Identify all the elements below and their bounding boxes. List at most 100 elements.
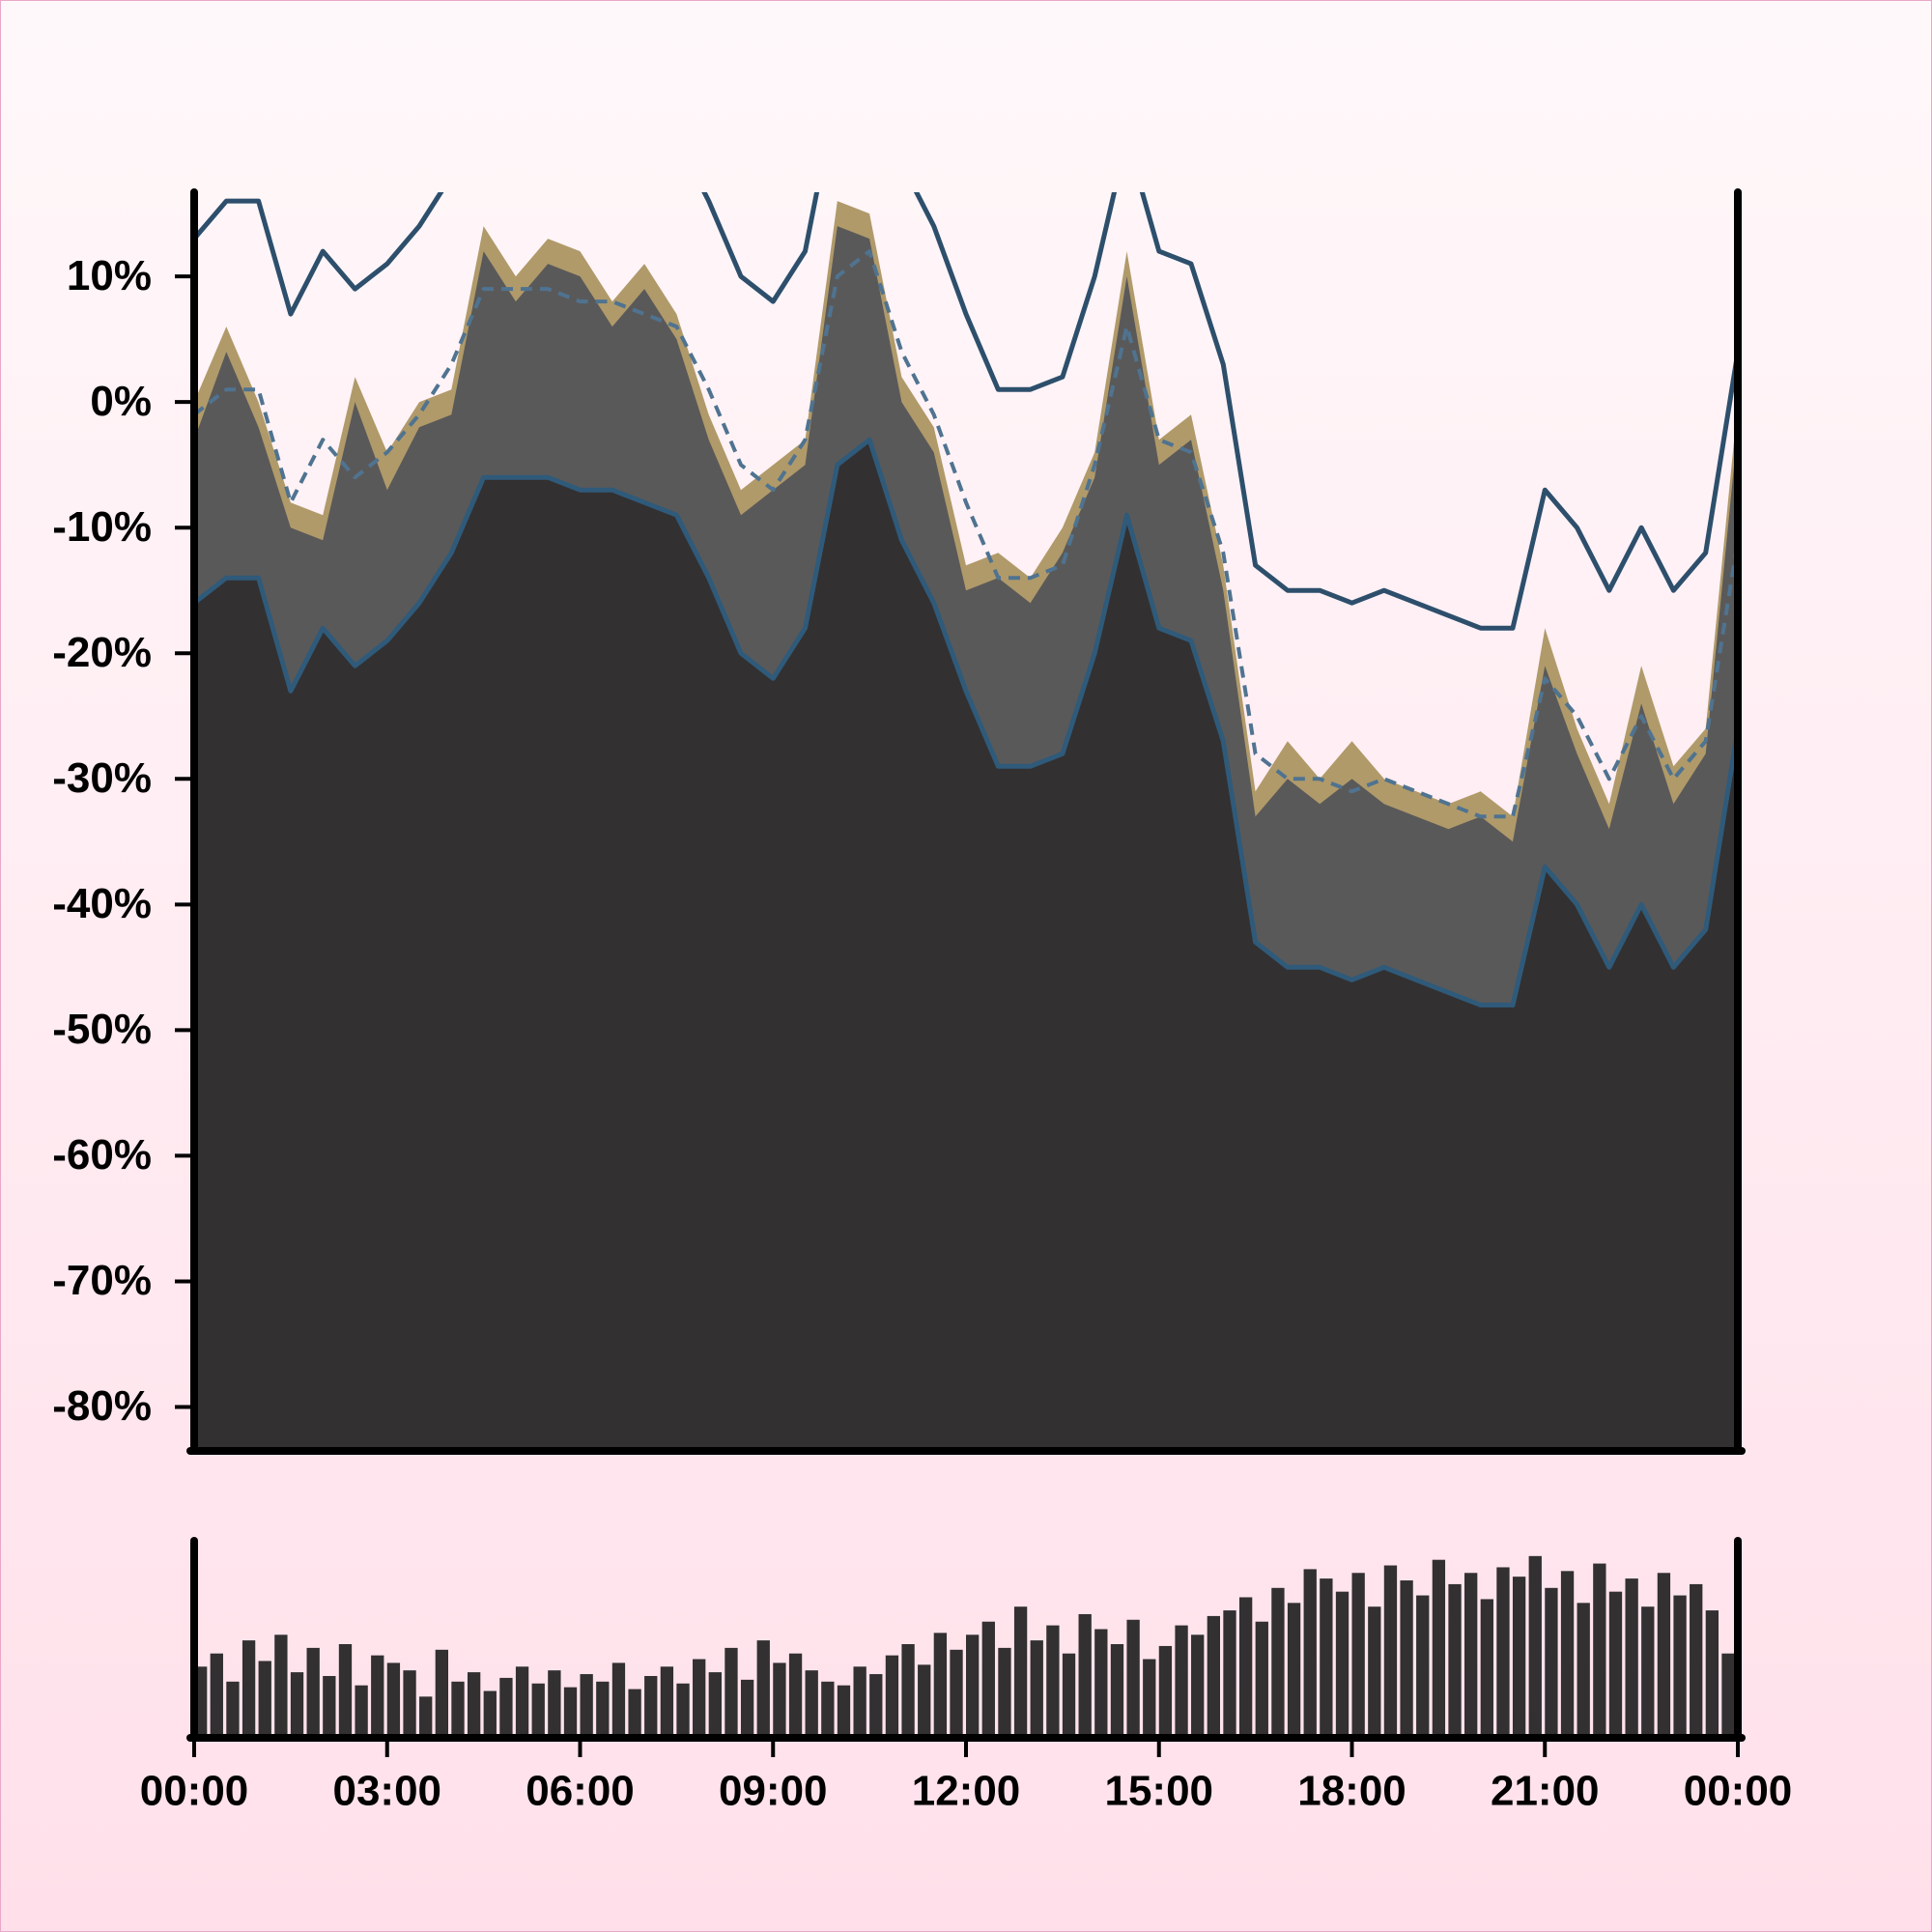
volume-bar bbox=[1496, 1567, 1510, 1738]
volume-bar bbox=[1625, 1578, 1638, 1738]
volume-bar bbox=[1464, 1573, 1478, 1738]
volume-bar bbox=[1320, 1578, 1333, 1738]
volume-bar bbox=[1383, 1565, 1398, 1738]
volume-bar bbox=[1013, 1606, 1028, 1738]
volume-bar bbox=[371, 1655, 384, 1738]
volume-bar bbox=[306, 1647, 320, 1738]
volume-bar bbox=[660, 1666, 674, 1738]
volume-bar bbox=[1641, 1606, 1655, 1738]
volume-bar bbox=[451, 1681, 465, 1738]
volume-bar bbox=[403, 1670, 416, 1738]
volume-bar bbox=[1191, 1634, 1205, 1738]
volume-bar bbox=[274, 1634, 288, 1738]
volume-bar bbox=[1705, 1610, 1719, 1738]
x-tick-label: 09:00 bbox=[719, 1768, 828, 1815]
volume-bar bbox=[628, 1689, 641, 1738]
volume-bar bbox=[869, 1674, 883, 1738]
volume-bar bbox=[515, 1666, 529, 1738]
volume-bar bbox=[821, 1681, 835, 1738]
volume-bar bbox=[290, 1672, 304, 1738]
volume-bar bbox=[805, 1670, 818, 1738]
volume-bar bbox=[1238, 1597, 1253, 1738]
volume-bar bbox=[1545, 1587, 1558, 1738]
volume-bar bbox=[885, 1655, 899, 1738]
volume-bar bbox=[773, 1662, 786, 1738]
volume-bar bbox=[1593, 1563, 1606, 1738]
y-tick-label: -10% bbox=[52, 503, 152, 551]
volume-bar bbox=[1416, 1595, 1430, 1738]
volume-bar bbox=[1271, 1587, 1285, 1738]
volume-bar bbox=[644, 1675, 658, 1738]
volume-bar bbox=[1432, 1559, 1446, 1738]
x-tick-label: 18:00 bbox=[1297, 1768, 1406, 1815]
volume-bar bbox=[1062, 1653, 1076, 1738]
volume-bar bbox=[1690, 1583, 1703, 1738]
volume-bar bbox=[1303, 1569, 1317, 1738]
volume-bar bbox=[210, 1653, 223, 1738]
area bbox=[194, 440, 1738, 1451]
y-tick-label: -80% bbox=[52, 1382, 152, 1430]
volume-bar bbox=[998, 1647, 1011, 1738]
volume-bar bbox=[1657, 1573, 1671, 1738]
volume-bar bbox=[242, 1640, 256, 1738]
volume-bar bbox=[693, 1659, 706, 1738]
volume-bar bbox=[708, 1672, 722, 1738]
volume-bar bbox=[499, 1677, 513, 1738]
dashed-line bbox=[194, 249, 1738, 819]
volume-bar bbox=[483, 1690, 497, 1738]
volume-bar bbox=[1400, 1580, 1413, 1738]
line bbox=[194, 437, 1738, 1008]
volume-bar bbox=[338, 1644, 353, 1738]
volume-bar bbox=[580, 1674, 593, 1738]
volume-bar bbox=[1368, 1606, 1381, 1738]
y-tick-label: -30% bbox=[52, 754, 152, 802]
volume-bar bbox=[724, 1647, 738, 1738]
volume-bar bbox=[563, 1687, 578, 1738]
y-tick-label: -70% bbox=[52, 1257, 152, 1304]
volume-bar bbox=[933, 1633, 948, 1738]
x-tick-label: 06:00 bbox=[526, 1768, 635, 1815]
volume-bar bbox=[1287, 1603, 1301, 1738]
volume-bar bbox=[853, 1666, 867, 1738]
volume-bar bbox=[950, 1649, 963, 1738]
volume-bar bbox=[676, 1683, 690, 1738]
plot-area bbox=[194, 192, 1738, 1451]
volume-bar bbox=[1223, 1610, 1236, 1738]
x-tick-label: 12:00 bbox=[912, 1768, 1021, 1815]
x-tick-label: 03:00 bbox=[332, 1768, 441, 1815]
volume-bar bbox=[1143, 1659, 1156, 1738]
volume-bar bbox=[918, 1664, 931, 1738]
y-tick-label: -20% bbox=[52, 629, 152, 676]
volume-bar bbox=[1030, 1640, 1043, 1738]
y-tick-label: 10% bbox=[67, 252, 152, 299]
volume-bar bbox=[1721, 1653, 1735, 1738]
volume-bar bbox=[756, 1640, 770, 1738]
volume-bar bbox=[467, 1672, 481, 1738]
volume-bar bbox=[1078, 1613, 1092, 1738]
volume-bar bbox=[531, 1683, 545, 1738]
volume-bar bbox=[1046, 1625, 1060, 1738]
x-tick-label: 15:00 bbox=[1104, 1768, 1213, 1815]
volume-bar bbox=[981, 1621, 995, 1738]
x-tick-label: 00:00 bbox=[140, 1768, 249, 1815]
volume-bar bbox=[1480, 1599, 1493, 1738]
volume-bar bbox=[1528, 1555, 1542, 1738]
volume-bar bbox=[1110, 1644, 1124, 1738]
volume-bar bbox=[611, 1662, 626, 1738]
volume-bar bbox=[1255, 1621, 1268, 1738]
volume-bar bbox=[323, 1675, 336, 1738]
y-tick-label: -50% bbox=[52, 1006, 152, 1053]
volume-bar bbox=[386, 1662, 401, 1738]
volume-bar bbox=[419, 1696, 433, 1738]
volume-bar bbox=[1207, 1615, 1221, 1738]
volume-bar bbox=[596, 1681, 610, 1738]
volume-bar bbox=[1448, 1583, 1462, 1738]
volume-bar bbox=[1512, 1577, 1526, 1738]
volume-bar bbox=[355, 1685, 368, 1738]
volume-bar bbox=[740, 1679, 754, 1738]
y-tick-label: -40% bbox=[52, 880, 152, 927]
volume-bar bbox=[1560, 1571, 1575, 1738]
volume-bar bbox=[435, 1649, 449, 1738]
